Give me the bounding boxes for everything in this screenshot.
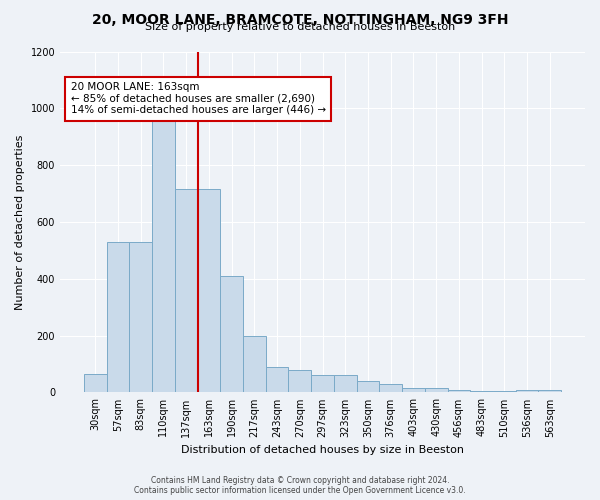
Bar (470, 391, 493, 392)
Bar (515, 390, 538, 392)
Bar (448, 390, 470, 392)
Bar (152, 108, 175, 393)
Bar (425, 388, 448, 392)
Text: 20, MOOR LANE, BRAMCOTE, NOTTINGHAM, NG9 3FH: 20, MOOR LANE, BRAMCOTE, NOTTINGHAM, NG9… (92, 12, 508, 26)
Bar (220, 276, 243, 392)
Bar (266, 368, 289, 392)
Bar (107, 242, 130, 392)
Text: Size of property relative to detached houses in Beeston: Size of property relative to detached ho… (145, 22, 455, 32)
Bar (311, 376, 334, 392)
Bar (493, 391, 515, 392)
Bar (334, 376, 356, 392)
Bar (379, 384, 402, 392)
Bar (402, 388, 425, 392)
Text: Contains HM Land Registry data © Crown copyright and database right 2024.
Contai: Contains HM Land Registry data © Crown c… (134, 476, 466, 495)
Bar (130, 242, 152, 392)
Text: 20 MOOR LANE: 163sqm
← 85% of detached houses are smaller (2,690)
14% of semi-de: 20 MOOR LANE: 163sqm ← 85% of detached h… (71, 82, 326, 116)
Bar (538, 390, 561, 392)
Bar (197, 190, 220, 392)
Bar (356, 381, 379, 392)
Bar (84, 374, 107, 392)
Y-axis label: Number of detached properties: Number of detached properties (15, 134, 25, 310)
Bar (175, 190, 197, 392)
Bar (243, 336, 266, 392)
X-axis label: Distribution of detached houses by size in Beeston: Distribution of detached houses by size … (181, 445, 464, 455)
Bar (289, 370, 311, 392)
